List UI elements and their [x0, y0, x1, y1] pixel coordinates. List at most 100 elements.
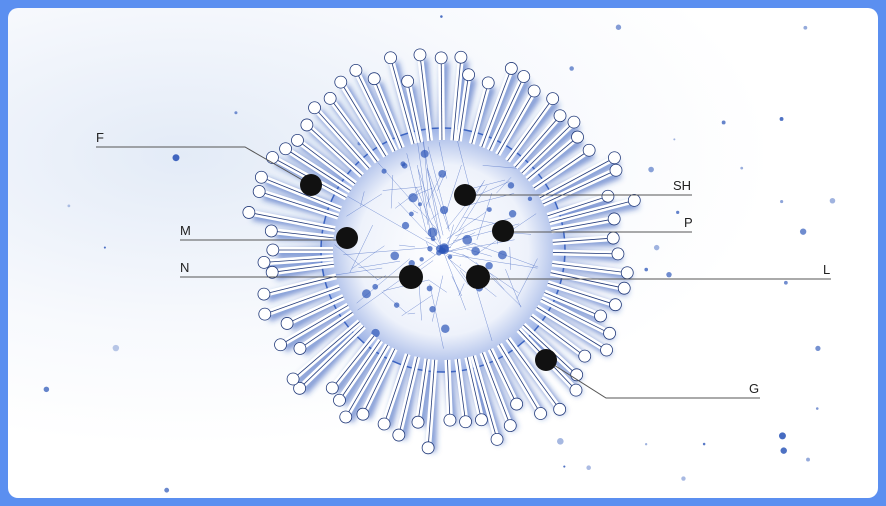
- mesh-line: [376, 275, 387, 281]
- mesh-line: [446, 232, 476, 247]
- particle: [644, 443, 648, 446]
- mesh-node: [427, 246, 433, 252]
- mesh-line: [417, 169, 442, 239]
- spike-head: [504, 62, 518, 75]
- spike-outline: [471, 82, 489, 144]
- mesh-line: [476, 192, 493, 240]
- spike-outline: [329, 98, 378, 163]
- mesh-line: [390, 174, 394, 209]
- spike-outline: [539, 157, 615, 199]
- spike-head: [384, 51, 397, 65]
- particle: [43, 386, 50, 393]
- particle: [653, 244, 660, 251]
- spike-outline: [447, 359, 451, 421]
- spike-head: [567, 115, 581, 129]
- spike-head: [308, 101, 321, 115]
- spike-outline: [297, 140, 356, 185]
- spike-head: [258, 307, 272, 321]
- spike-outline: [345, 344, 388, 418]
- mesh-line: [407, 312, 416, 315]
- mesh-line: [429, 280, 447, 293]
- spike-head: [571, 130, 584, 144]
- spike-outline: [472, 355, 498, 440]
- spike-outline: [285, 148, 351, 191]
- label-n: N: [180, 260, 190, 275]
- spike-outline: [299, 326, 365, 389]
- spike-outline: [550, 272, 625, 289]
- spike-outline: [507, 338, 560, 410]
- spike-outline: [299, 312, 353, 349]
- mesh-line: [489, 273, 505, 290]
- spike-head: [603, 326, 616, 340]
- spike-head: [594, 309, 607, 323]
- mesh-node: [508, 210, 517, 218]
- spike-head: [607, 212, 621, 226]
- spike-outline: [536, 307, 607, 351]
- mesh-line: [509, 246, 511, 270]
- spike-head: [606, 231, 620, 245]
- label-f: F: [96, 130, 104, 145]
- spike-head: [300, 118, 314, 132]
- particle: [799, 228, 807, 235]
- spike-head: [443, 413, 457, 427]
- mesh-node: [429, 306, 436, 313]
- spike-outline: [526, 136, 578, 180]
- mesh-line: [445, 164, 462, 215]
- spike-head: [291, 133, 304, 147]
- spike-outline: [248, 212, 336, 230]
- mesh-node: [408, 260, 415, 267]
- label-sh: SH: [673, 178, 692, 193]
- spike-outline: [507, 98, 553, 162]
- particle: [586, 465, 591, 471]
- spike-head: [627, 193, 641, 207]
- particle: [806, 457, 810, 462]
- mesh-line: [412, 210, 419, 214]
- mesh-node: [427, 227, 438, 238]
- mesh-line: [406, 153, 427, 233]
- spike-head: [349, 63, 363, 77]
- mesh-node: [462, 234, 473, 245]
- mesh-node: [436, 249, 442, 256]
- spike-head: [454, 50, 468, 64]
- mesh-node: [485, 261, 493, 270]
- spike-head: [254, 170, 268, 184]
- mesh-line: [414, 187, 433, 196]
- mesh-node: [527, 196, 533, 201]
- spike-head: [462, 68, 475, 82]
- spike-outline: [271, 230, 334, 239]
- spike-outline: [427, 359, 436, 448]
- mesh-line: [482, 165, 520, 169]
- spike-outline: [456, 359, 466, 422]
- mesh-line: [447, 224, 454, 247]
- particle: [779, 117, 784, 121]
- spike-outline: [440, 57, 443, 141]
- spike-head: [293, 342, 307, 355]
- particle: [172, 154, 180, 162]
- mesh-line: [416, 138, 432, 237]
- mesh-line: [446, 211, 487, 239]
- spike-outline: [533, 149, 590, 189]
- mesh-node: [408, 211, 414, 217]
- spike-head: [534, 407, 547, 420]
- spike-head: [517, 70, 531, 83]
- spike-outline: [398, 356, 418, 436]
- image-frame: F SH P M N L G: [8, 8, 878, 498]
- mesh-line: [401, 295, 433, 317]
- particle: [740, 166, 744, 170]
- particle: [67, 204, 71, 208]
- mesh-node: [471, 246, 480, 256]
- particle: [103, 246, 106, 249]
- spike-outline: [417, 358, 428, 423]
- spike-head: [569, 383, 583, 397]
- spike-outline: [340, 81, 387, 157]
- spike-head: [367, 72, 381, 86]
- spike-head: [266, 243, 280, 257]
- mesh-line: [457, 140, 470, 186]
- leader-line-g: [545, 359, 760, 399]
- surface-spikes: [242, 48, 641, 455]
- particle: [702, 442, 706, 446]
- particle: [721, 120, 726, 125]
- spike-outline: [355, 70, 396, 152]
- mesh-line: [459, 269, 467, 280]
- spike-head: [265, 265, 279, 279]
